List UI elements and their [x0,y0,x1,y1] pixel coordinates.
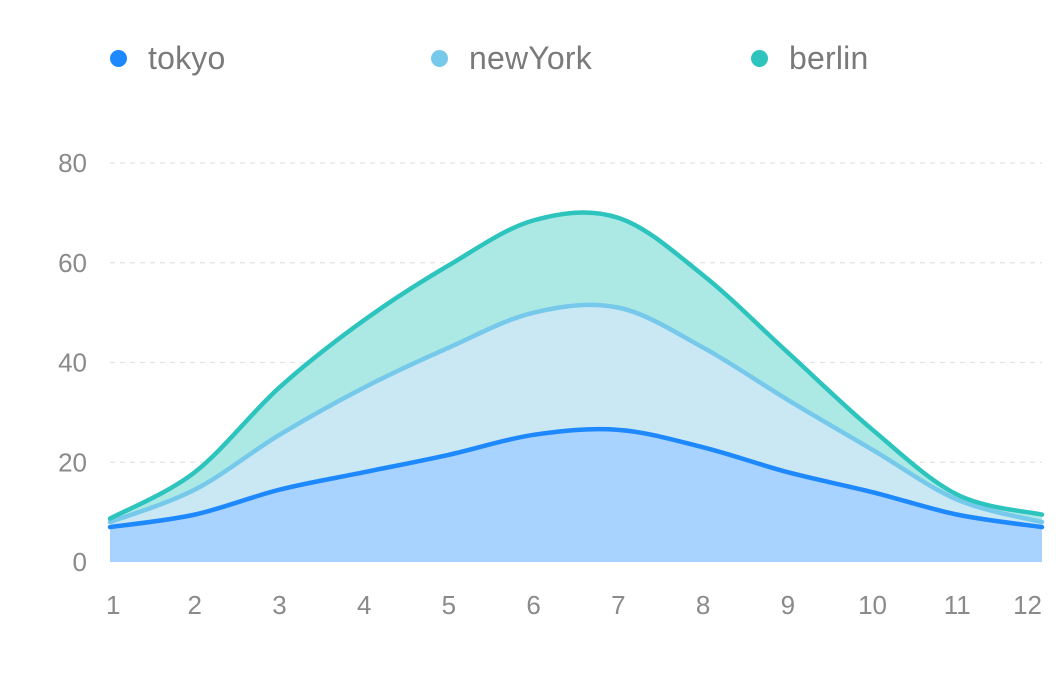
x-tick-label-2: 2 [187,590,201,620]
area-fills [110,212,1042,562]
legend-item-berlin[interactable]: berlin [751,36,868,80]
legend: tokyo newYork berlin [0,36,1060,80]
x-axis-ticks: 1 2 3 4 5 6 7 8 9 10 11 12 [106,590,1042,620]
x-tick-label-5: 5 [442,590,456,620]
y-tick-label-80: 80 [58,148,87,178]
legend-marker-berlin [751,49,768,67]
legend-label-tokyo: tokyo [148,39,226,76]
series-lines [107,210,1045,530]
x-tick-label-12: 12 [1013,590,1042,620]
legend-marker-tokyo [110,49,127,67]
line-tokyo [107,426,1045,530]
x-tick-label-7: 7 [611,590,625,620]
legend-label-newyork: newYork [469,39,592,76]
x-tick-label-3: 3 [272,590,286,620]
x-tick-label-10: 10 [858,590,887,620]
area-tokyo [110,429,1042,562]
area-newyork [110,304,1042,528]
x-tick-label-8: 8 [696,590,710,620]
y-tick-label-0: 0 [73,547,87,577]
x-tick-label-11: 11 [944,590,971,620]
x-tick-label-9: 9 [781,590,795,620]
y-tick-label-40: 40 [58,348,87,378]
line-newyork [107,302,1045,525]
y-axis-ticks: 0 20 40 60 80 [58,148,87,577]
x-tick-label-4: 4 [357,590,371,620]
legend-item-newyork[interactable]: newYork [431,36,592,80]
x-tick-label-6: 6 [526,590,540,620]
legend-marker-newyork [431,49,448,67]
y-tick-label-20: 20 [58,447,87,477]
legend-label-berlin: berlin [789,39,869,76]
line-berlin [107,210,1045,521]
legend-item-tokyo[interactable]: tokyo [110,36,225,80]
y-tick-label-60: 60 [58,248,87,278]
x-tick-label-1: 1 [106,590,120,620]
